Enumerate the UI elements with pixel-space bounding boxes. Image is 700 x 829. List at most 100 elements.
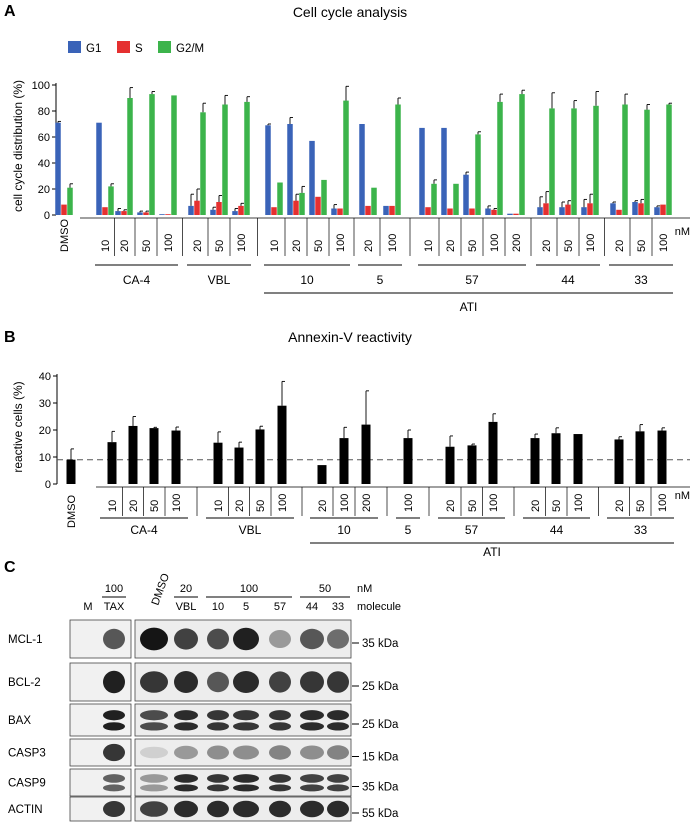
category-label-b-21: 100 [657, 494, 669, 512]
bar-a-G1-15 [441, 127, 447, 215]
chart-b-unit: nM [675, 490, 690, 502]
bar-a-G1-21 [581, 207, 587, 215]
band-BCL-2-3 [174, 671, 198, 693]
bar-a-G2/M-16 [475, 134, 481, 215]
band-ACTIN-2 [140, 801, 168, 817]
band-CASP3-3 [174, 745, 198, 760]
bar-b-15 [488, 421, 498, 484]
category-label-a-8: 10 [269, 240, 281, 252]
chart-a-title: Cell cycle analysis [293, 4, 407, 20]
band-MCL-1-6 [269, 630, 291, 648]
band-CASP9-7-upper [300, 774, 324, 783]
bar-a-G2/M-8 [277, 182, 283, 215]
category-label-b-2: 20 [128, 500, 140, 512]
band-CASP9-2-upper [140, 774, 168, 783]
group-label-a-5: 44 [561, 273, 575, 287]
band-MCL-1-2 [140, 627, 168, 651]
band-CASP9-2-lower [140, 784, 168, 792]
band-BAX-7-upper [300, 710, 324, 721]
bar-a-G1-24 [654, 207, 660, 215]
bar-a-G1-4 [159, 214, 165, 215]
bar-a-S-14 [425, 207, 431, 215]
bar-a-G1-16 [463, 174, 469, 215]
category-label-b-19: 20 [614, 500, 626, 512]
chart-b-ylabel: reactive cells (%) [11, 381, 25, 472]
bar-a-G2/M-3 [149, 94, 155, 215]
blot-lane-label-4: 10 [212, 601, 224, 613]
band-BAX-1-lower [103, 722, 125, 731]
legend-g1-label: G1 [86, 43, 101, 55]
bar-a-G1-14 [419, 127, 425, 215]
bar-a-G1-22 [610, 203, 616, 215]
band-CASP9-1-upper [103, 774, 125, 783]
category-label-a-19: 20 [541, 240, 553, 252]
y-tick-label-a-4: 80 [38, 106, 50, 118]
panel-letter-c: C [4, 559, 16, 576]
group-label-b-2: 10 [337, 523, 351, 537]
bar-b-4 [171, 430, 181, 484]
blot-lane-label-5: 5 [243, 601, 249, 613]
category-label-a-18: 200 [511, 234, 523, 252]
band-CASP9-8-upper [327, 774, 349, 783]
band-CASP9-3-upper [174, 774, 198, 783]
bar-a-S-22 [616, 209, 622, 215]
bar-a-G2/M-7 [244, 101, 250, 215]
blot-concentration-3: 50 [319, 583, 331, 595]
bar-a-G1-5 [188, 205, 194, 215]
blot-marker-CASP3: 15 kDa [362, 752, 399, 764]
band-MCL-1-3 [174, 628, 198, 650]
blot-lane-label-8: 33 [332, 601, 344, 613]
category-label-b-14: 50 [467, 500, 479, 512]
bar-a-G2/M-0 [67, 187, 73, 215]
blot-lane-label-1: TAX [104, 601, 125, 613]
bar-a-S-3 [143, 212, 149, 215]
bar-a-S-4 [165, 214, 171, 215]
band-BCL-2-8 [327, 671, 349, 693]
band-BCL-2-7 [300, 671, 324, 693]
blot-row-label-BCL-2: BCL-2 [8, 677, 41, 689]
bar-a-G1-0 [55, 122, 61, 215]
bar-a-S-7 [238, 205, 244, 215]
band-BAX-3-lower [174, 722, 198, 731]
bar-b-5 [213, 442, 223, 484]
band-ACTIN-6 [269, 800, 291, 818]
band-CASP3-7 [300, 745, 324, 760]
group-label-a-6: 33 [634, 273, 648, 287]
blot-lane-label-7: 44 [306, 601, 318, 613]
category-label-a-7: 100 [236, 234, 248, 252]
category-label-a-3: 50 [141, 240, 153, 252]
band-CASP9-6-lower [269, 784, 291, 792]
band-ACTIN-4 [207, 800, 229, 818]
bar-a-G1-23 [632, 202, 638, 215]
bar-a-G2/M-15 [453, 183, 459, 215]
category-label-a-11: 100 [335, 234, 347, 252]
category-label-b-9: 20 [317, 500, 329, 512]
bar-a-G2/M-18 [519, 94, 525, 215]
band-CASP9-1-lower [103, 784, 125, 792]
category-label-a-21: 100 [585, 234, 597, 252]
band-ACTIN-8 [327, 800, 349, 818]
band-BAX-1-upper [103, 710, 125, 721]
bar-b-20 [635, 431, 645, 484]
bar-b-16 [530, 438, 540, 484]
blot-unit-label: nM [357, 583, 372, 595]
band-CASP9-7-lower [300, 784, 324, 792]
category-label-a-23: 50 [636, 240, 648, 252]
blot-molecule-label: molecule [357, 601, 401, 613]
bar-a-G2/M-17 [497, 101, 503, 215]
bar-a-G2/M-2 [127, 98, 133, 215]
band-BAX-5-upper [233, 710, 259, 721]
blot-marker-BCL-2: 25 kDa [362, 681, 399, 693]
band-BCL-2-1 [103, 670, 125, 694]
category-label-a-5: 20 [192, 240, 204, 252]
bar-a-G2/M-14 [431, 183, 437, 215]
blot-concentration-2: 100 [240, 583, 258, 595]
category-label-b-5: 10 [213, 500, 225, 512]
category-label-a-17: 100 [489, 234, 501, 252]
band-BAX-4-upper [207, 710, 229, 721]
panel-letter-b: B [4, 329, 16, 346]
bar-a-S-8 [271, 207, 277, 215]
blot-marker-ACTIN: 55 kDa [362, 808, 399, 820]
bar-a-G2/M-4 [171, 95, 177, 215]
